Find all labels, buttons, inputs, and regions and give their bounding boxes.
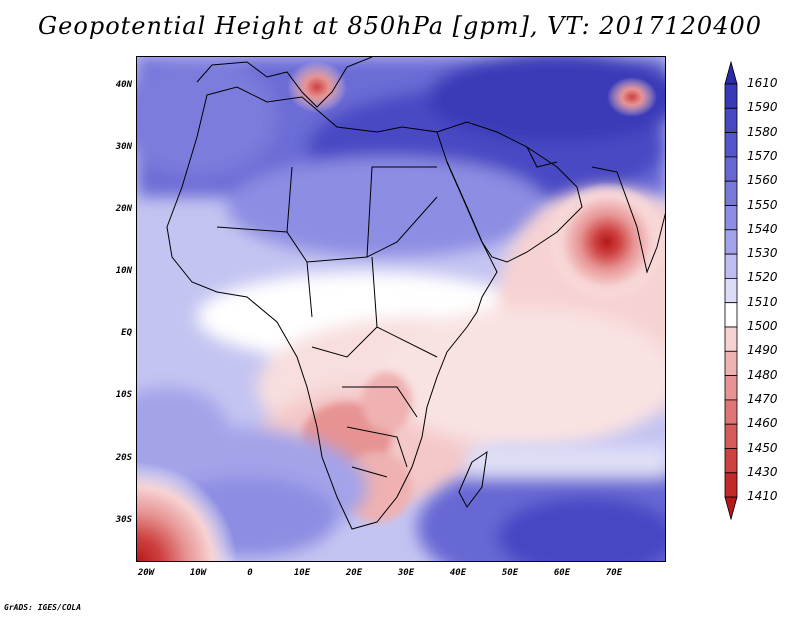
colorbar-tick-label: 1490 [747,343,778,358]
colorbar-tick-label: 1530 [747,246,778,261]
mediterranean-low [287,61,347,113]
colorbar-box [724,83,738,109]
colorbar-box [724,423,738,449]
lat-label-10n: 10N [115,266,132,276]
colorbar-box [724,326,738,352]
colorbar-tick-label: 1430 [747,464,778,479]
lat-label-30n: 30N [115,142,132,152]
colorbar-tick-label: 1450 [747,440,778,455]
colorbar-box [724,375,738,401]
colorbar-box [724,156,738,182]
lon-label-20e: 20E [345,568,363,578]
colorbar [724,60,738,521]
lon-label-40e: 40E [449,568,467,578]
lon-label-10w: 10W [189,568,207,578]
colorbar-tick-label: 1510 [747,294,778,309]
map-title: Geopotential Height at 850hPa [gpm], VT:… [38,12,762,40]
colorbar-tick-label: 1580 [747,124,778,139]
lon-label-10e: 10E [293,568,311,578]
lon-label-70e: 70E [605,568,623,578]
colorbar-box [724,448,738,474]
colorbar-box [724,472,738,498]
colorbar-box [724,399,738,425]
himalaya-low [607,77,657,117]
colorbar-box [724,253,738,279]
lat-label-eq: EQ [121,328,132,338]
colorbar-tick-label: 1610 [747,76,778,90]
lon-label-30e: 30E [397,568,415,578]
colorbar-tick-label: 1410 [747,489,778,504]
grads-credit: GrADS: IGES/COLA [4,603,82,612]
coastlines [166,57,665,530]
colorbar-box [724,229,738,255]
colorbar-box [724,132,738,158]
geopotential-field [137,57,665,561]
lon-label-20w: 20W [137,568,155,578]
lat-label-20n: 20N [115,204,132,214]
colorbar-box [724,180,738,206]
lat-label-20s: 20S [115,453,132,463]
lon-label-50e: 50E [501,568,519,578]
colorbar-tick-label: 1550 [747,197,778,212]
lon-label-0: 0 [247,568,253,578]
colorbar-bottom-triangle [724,496,738,521]
lat-label-40n: 40N [115,80,132,90]
colorbar-box [724,205,738,231]
colorbar-tick-label: 1590 [747,100,778,115]
colorbar-tick-label: 1520 [747,270,778,285]
colorbar-top-triangle [724,60,738,85]
colorbar-tick-label: 1560 [747,173,778,188]
arabian-sea-low [547,182,665,302]
colorbar-tick-label: 1460 [747,416,778,431]
map-panel [136,56,666,562]
colorbar-box [724,107,738,133]
colorbar-box [724,302,738,328]
colorbar-tick-label: 1480 [747,367,778,382]
southwest-atlantic-low [137,462,237,561]
colorbar-tick-label: 1470 [747,391,778,406]
colorbar-tick-label: 1570 [747,148,778,163]
colorbar-tick-label: 1540 [747,221,778,236]
lon-label-60e: 60E [553,568,571,578]
colorbar-tick-label: 1500 [747,319,778,333]
colorbar-box [724,277,738,304]
colorbar-box [724,350,738,376]
lat-label-10s: 10S [115,390,132,400]
lat-label-30s: 30S [115,515,132,525]
